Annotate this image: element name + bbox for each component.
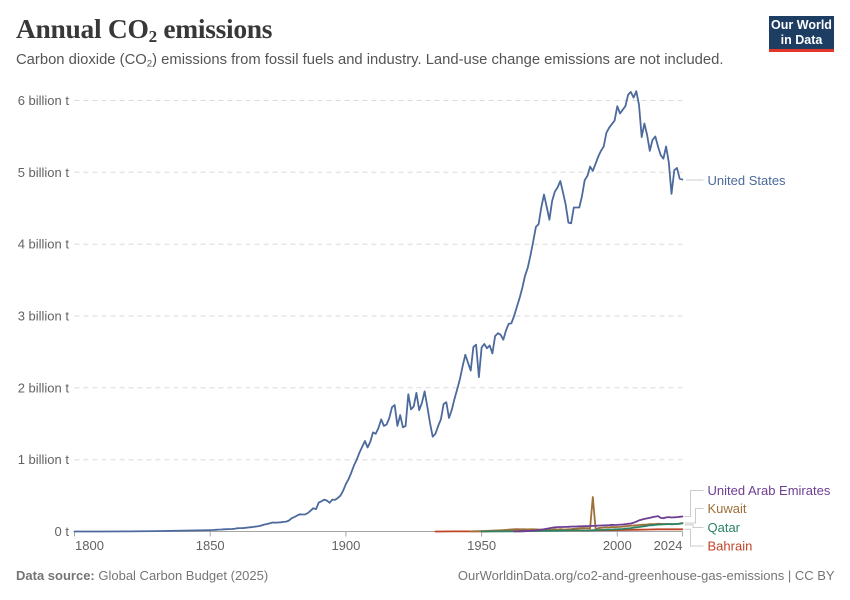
svg-text:1800: 1800 <box>75 538 104 553</box>
svg-text:2000: 2000 <box>603 538 632 553</box>
svg-text:1950: 1950 <box>467 538 496 553</box>
svg-text:2 billion t: 2 billion t <box>18 380 70 395</box>
svg-text:5 billion t: 5 billion t <box>18 165 70 180</box>
svg-text:Kuwait: Kuwait <box>708 501 747 516</box>
svg-text:United Arab Emirates: United Arab Emirates <box>708 483 831 498</box>
svg-text:United States: United States <box>708 173 787 188</box>
svg-text:2024: 2024 <box>654 538 683 553</box>
svg-text:0 t: 0 t <box>55 524 70 539</box>
svg-text:1 billion t: 1 billion t <box>18 452 70 467</box>
svg-text:1850: 1850 <box>196 538 225 553</box>
svg-text:1900: 1900 <box>331 538 360 553</box>
svg-text:Bahrain: Bahrain <box>708 539 753 554</box>
svg-text:3 billion t: 3 billion t <box>18 309 70 324</box>
svg-text:Qatar: Qatar <box>708 520 741 535</box>
svg-text:6 billion t: 6 billion t <box>18 93 70 108</box>
svg-text:4 billion t: 4 billion t <box>18 237 70 252</box>
